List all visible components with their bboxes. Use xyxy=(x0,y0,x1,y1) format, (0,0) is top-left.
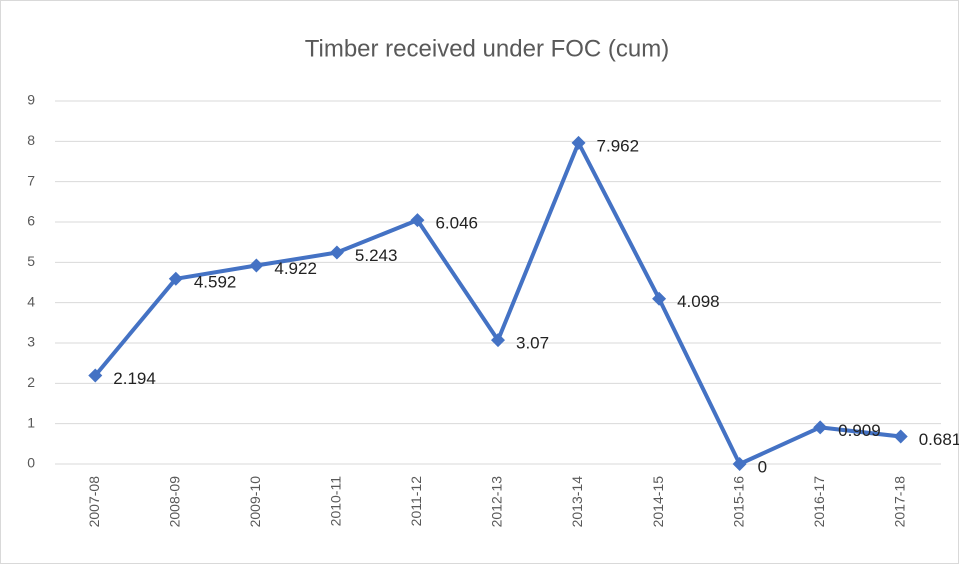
y-tick-label: 4 xyxy=(27,293,35,309)
chart-title: Timber received under FOC (cum) xyxy=(305,35,670,62)
marker xyxy=(813,420,828,435)
marker xyxy=(329,245,344,260)
x-tick-label: 2016-17 xyxy=(811,476,827,528)
data-label: 0 xyxy=(758,457,767,476)
y-tick-label: 5 xyxy=(27,253,35,269)
data-label: 0.909 xyxy=(838,421,881,440)
y-tick-label: 8 xyxy=(27,132,35,148)
y-tick-label: 3 xyxy=(27,334,35,350)
x-tick-label: 2017-18 xyxy=(891,476,907,528)
marker xyxy=(88,368,103,383)
x-tick-label: 2012-13 xyxy=(489,476,505,528)
marker xyxy=(168,271,183,286)
y-tick-label: 7 xyxy=(27,172,35,188)
marker xyxy=(652,291,667,306)
x-tick-label: 2013-14 xyxy=(569,476,585,528)
y-tick-label: 0 xyxy=(27,455,35,471)
marker xyxy=(732,457,747,471)
y-tick-label: 2 xyxy=(27,374,35,390)
y-tick-label: 9 xyxy=(27,92,35,108)
x-tick-label: 2014-15 xyxy=(650,476,666,528)
data-label: 6.046 xyxy=(435,214,478,233)
data-label: 5.243 xyxy=(355,246,398,265)
data-label: 4.922 xyxy=(274,259,317,278)
y-tick-label: 1 xyxy=(27,414,35,430)
data-label: 2.194 xyxy=(113,369,156,388)
marker xyxy=(410,213,425,228)
x-tick-label: 2008-09 xyxy=(167,476,183,528)
marker xyxy=(571,135,586,150)
x-tick-label: 2011-12 xyxy=(408,476,424,527)
x-tick-label: 2015-16 xyxy=(730,476,746,528)
x-tick-label: 2010-11 xyxy=(328,476,344,527)
data-label: 0.681 xyxy=(919,430,959,449)
x-tick-label: 2009-10 xyxy=(247,476,263,528)
data-label: 3.07 xyxy=(516,334,549,353)
y-tick-label: 6 xyxy=(27,213,35,229)
marker xyxy=(491,333,505,348)
data-label: 7.962 xyxy=(597,136,640,155)
data-label: 4.592 xyxy=(194,272,237,291)
data-label: 4.098 xyxy=(677,292,720,311)
x-tick-label: 2007-08 xyxy=(86,476,102,528)
marker xyxy=(893,429,908,444)
marker xyxy=(249,258,264,273)
